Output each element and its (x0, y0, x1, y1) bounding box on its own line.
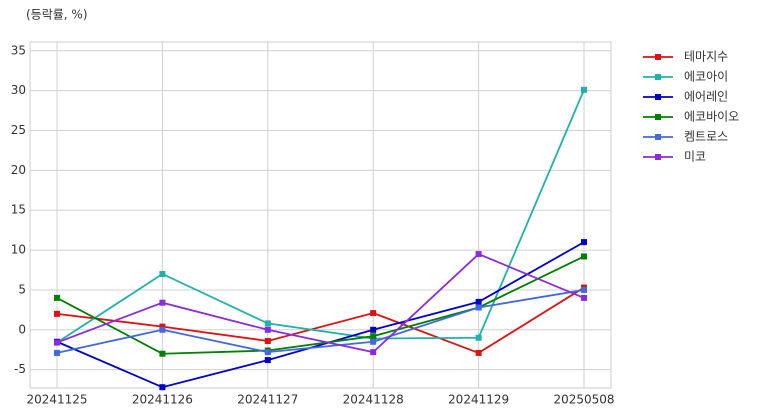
y-tick-label: 0 (18, 322, 26, 336)
y-tick-label: 5 (18, 282, 26, 296)
y-tick-label: 35 (11, 43, 26, 57)
point-marker (475, 334, 482, 341)
point-marker (264, 337, 271, 344)
x-tick-label: 20241125 (26, 393, 87, 407)
point-marker (264, 326, 271, 333)
x-tick-label: 20241127 (237, 393, 298, 407)
y-tick-label: 15 (11, 203, 26, 217)
point-marker (475, 349, 482, 356)
legend-label: 에코아이 (684, 70, 728, 84)
point-marker (581, 86, 587, 93)
y-tick-label: -5 (14, 362, 26, 376)
point-marker (581, 239, 587, 246)
series-line (56, 286, 585, 354)
point-marker (475, 304, 482, 311)
point-marker (370, 349, 377, 356)
legend-marker (655, 74, 661, 80)
point-marker (370, 338, 377, 345)
legend-marker (655, 114, 661, 120)
point-marker (54, 339, 60, 346)
point-marker (159, 384, 166, 391)
y-tick-label: 20 (11, 163, 26, 177)
point-marker (159, 323, 166, 330)
point-marker (159, 326, 166, 333)
point-marker (54, 294, 60, 301)
legend-label: 에어레인 (684, 90, 728, 104)
legend-label: 켐트로스 (684, 130, 728, 144)
y-tick-label: 10 (11, 243, 26, 257)
legend-label: 테마지수 (684, 50, 728, 64)
point-marker (475, 251, 482, 258)
point-marker (370, 333, 377, 340)
point-marker (159, 350, 166, 357)
series-line (56, 255, 585, 355)
point-marker (370, 326, 377, 333)
x-tick-label: 20250508 (553, 393, 614, 407)
series-line (56, 289, 585, 354)
x-tick-label: 20241129 (448, 393, 509, 407)
y-tick-label: 30 (11, 83, 26, 97)
point-marker (264, 357, 271, 364)
point-marker (264, 320, 271, 327)
legend-marker (655, 54, 661, 60)
point-marker (264, 349, 271, 356)
x-tick-label: 20241128 (343, 393, 404, 407)
point-marker (370, 310, 377, 317)
point-marker (581, 253, 587, 260)
legend-marker (655, 134, 661, 140)
point-marker (475, 298, 482, 305)
point-marker (159, 270, 166, 277)
legend-label: 에코바이오 (684, 110, 739, 124)
point-marker (581, 286, 587, 293)
legend-marker (655, 94, 661, 100)
series-line (56, 89, 585, 344)
y-axis-label: (등락률, %) (26, 8, 88, 22)
point-marker (581, 294, 587, 301)
point-marker (159, 299, 166, 306)
legend-marker (655, 154, 661, 160)
legend-label: 미코 (684, 150, 706, 164)
point-marker (54, 349, 60, 356)
plot-frame (29, 41, 612, 389)
series-line (56, 253, 585, 354)
series-line (56, 241, 585, 389)
x-tick-label: 20241126 (132, 393, 193, 407)
point-marker (54, 310, 60, 317)
y-tick-label: 25 (11, 123, 26, 137)
